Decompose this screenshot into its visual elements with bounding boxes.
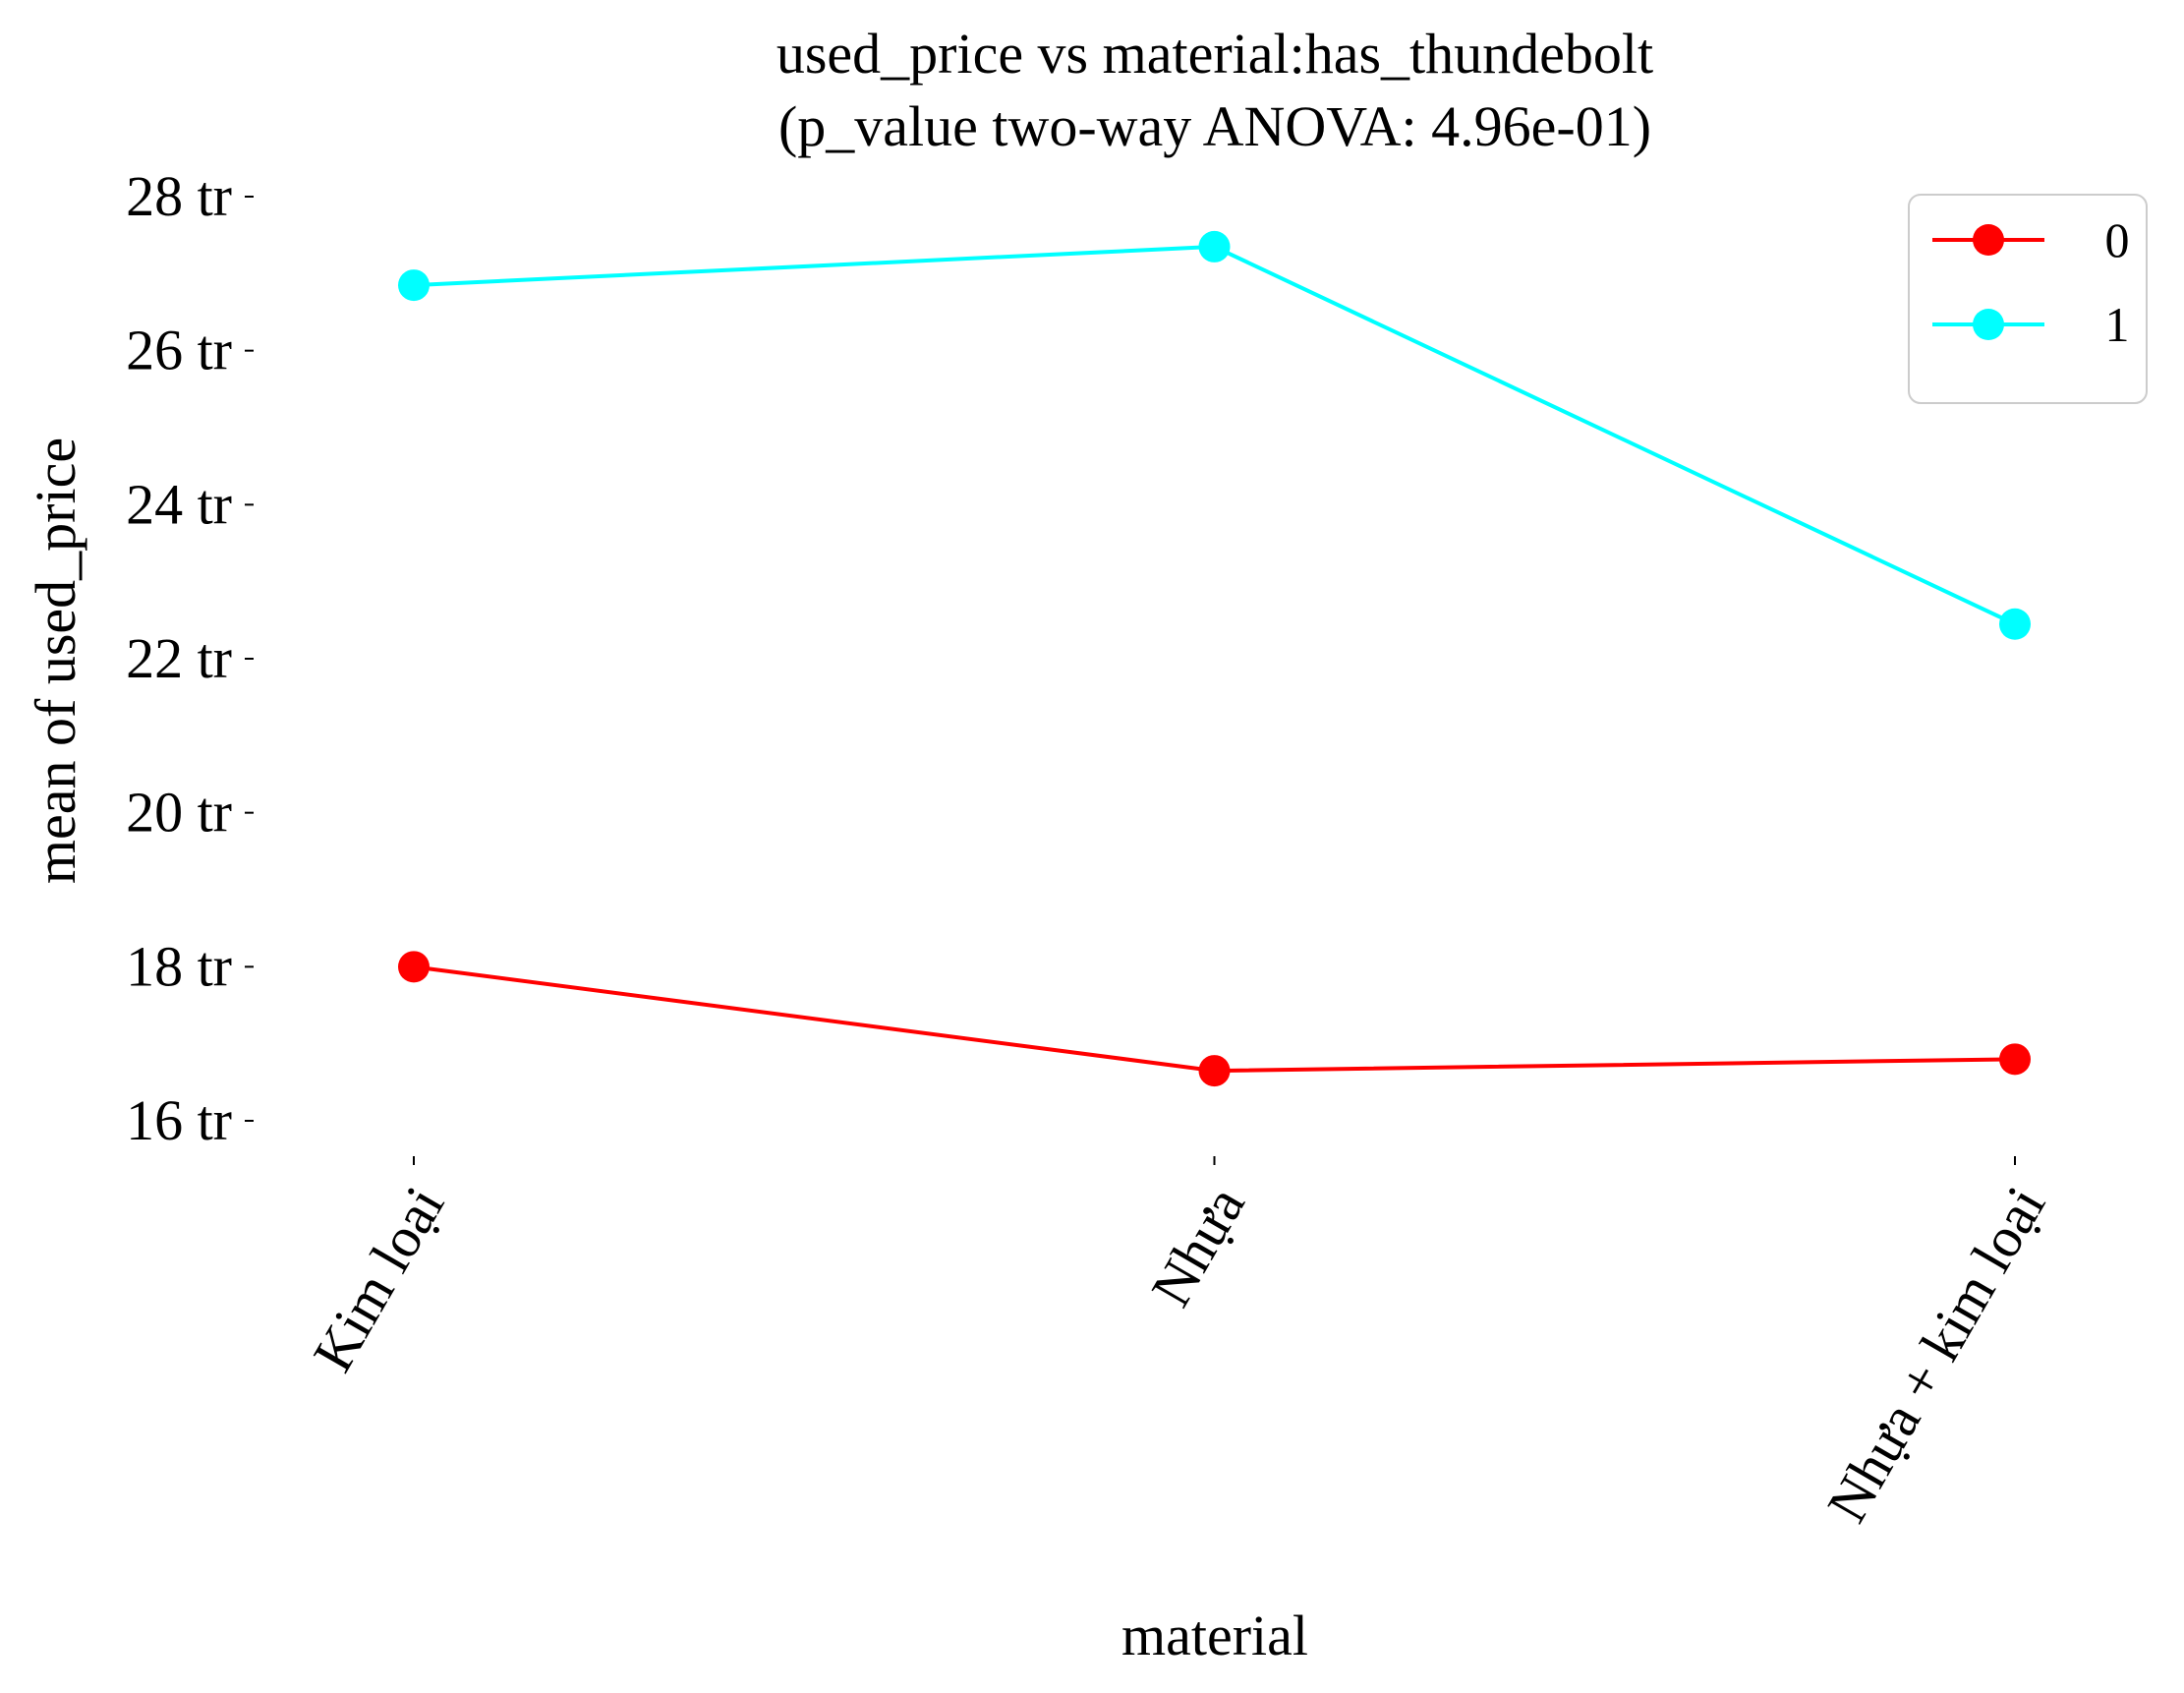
x-axis: Kim loại Nhựa Nhựa + kim loại [301,1156,2057,1533]
chart-subtitle: (p_value two-way ANOVA: 4.96e-01) [778,94,1651,158]
chart-title: used_price vs material:has_thundebolt [776,22,1653,86]
data-point-series-1 [398,269,430,302]
plot-area [398,230,2031,1087]
y-tick-label: 28 tr [126,164,232,228]
y-tick-label: 20 tr [126,781,232,845]
series-line-1 [413,244,2016,626]
y-tick-label: 24 tr [126,472,232,536]
data-point-series-1 [1999,608,2031,640]
x-tick-label: Nhựa [1138,1176,1256,1316]
legend-label: 0 [2105,212,2130,267]
y-tick-label: 18 tr [126,934,232,998]
data-point-series-0 [398,951,430,983]
x-axis-label: material [1121,1604,1308,1667]
legend-label: 1 [2105,297,2130,352]
x-tick-label: Nhựa + kim loại [1814,1176,2057,1533]
data-point-series-0 [1999,1043,2031,1076]
data-point-series-1 [1198,230,1231,263]
y-axis: 16 tr 18 tr 20 tr 22 tr 24 tr 26 tr 28 tr [126,164,254,1152]
y-axis-label: mean of used_price [24,438,87,884]
y-tick-label: 22 tr [126,626,232,690]
y-tick-label: 16 tr [126,1088,232,1152]
y-tick-label: 26 tr [126,319,232,382]
legend: 01 [1908,194,2148,404]
legend-marker-1 [1973,309,2004,340]
legend-box [1908,194,2148,404]
legend-marker-0 [1973,224,2004,256]
data-point-series-0 [1198,1055,1231,1087]
x-tick-label: Kim loại [301,1176,457,1382]
